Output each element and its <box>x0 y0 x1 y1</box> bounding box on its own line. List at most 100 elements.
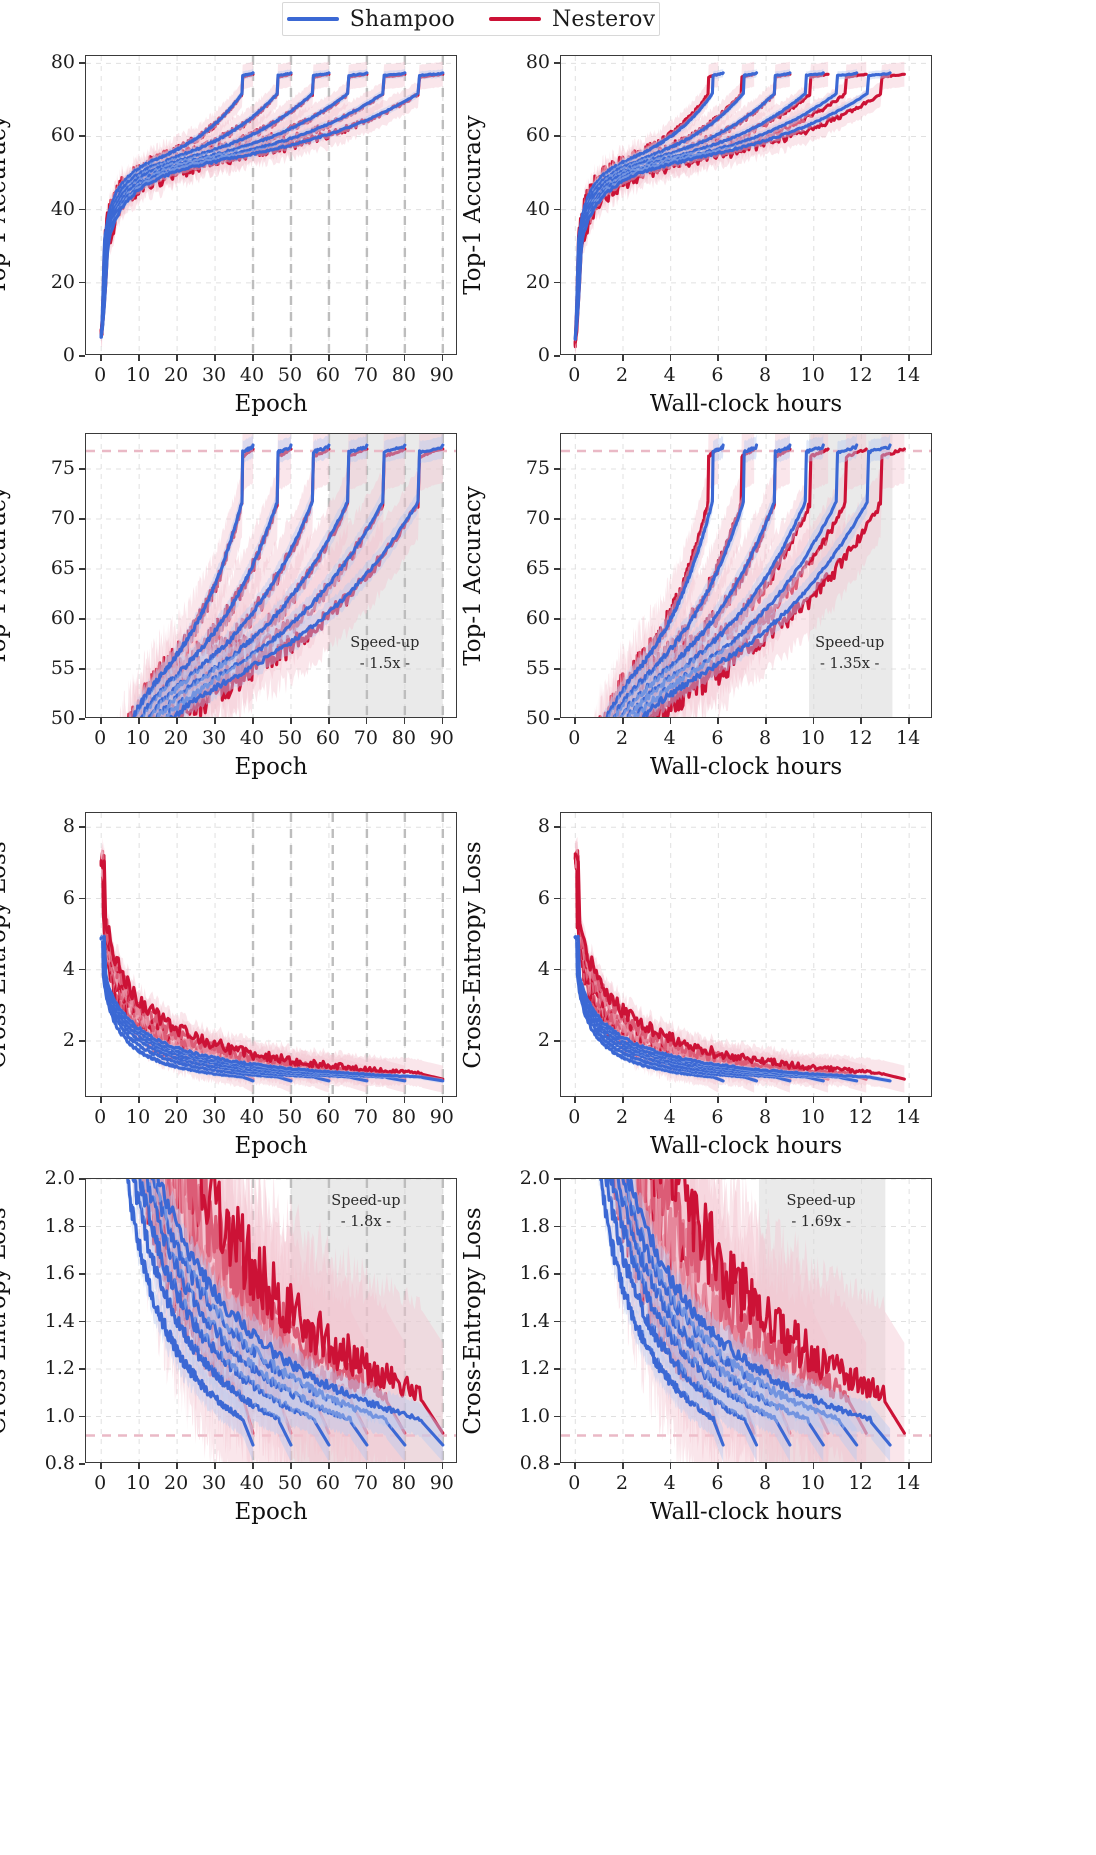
curve-shampoo <box>626 1179 892 1447</box>
xtick-mark <box>860 355 863 361</box>
ytick-mark <box>79 135 85 138</box>
confidence-band <box>154 434 405 717</box>
curve-nesterov <box>99 861 369 1081</box>
xtick-mark <box>908 1097 910 1103</box>
xtick-label: 30 <box>201 364 227 386</box>
confidence-band <box>622 1179 829 1462</box>
xtick-label: 80 <box>391 1472 416 1494</box>
curve-shampoo <box>99 71 255 339</box>
confidence-band <box>575 61 905 354</box>
xtick-mark <box>765 718 767 724</box>
ytick-label: 60 <box>50 607 75 629</box>
xtick-label: 6 <box>711 727 724 749</box>
curve-shampoo <box>573 71 759 341</box>
curve-nesterov <box>617 447 830 717</box>
curve-nesterov <box>99 72 331 335</box>
xtick-label: 2 <box>615 1106 629 1128</box>
xtick-label: 6 <box>711 1106 724 1128</box>
xtick-mark <box>441 718 444 724</box>
confidence-band <box>101 61 329 346</box>
curve-shampoo <box>608 1179 792 1447</box>
xtick-mark <box>812 1097 815 1103</box>
curve-nesterov <box>608 447 756 717</box>
confidence-band <box>615 1179 824 1462</box>
ytick-mark <box>79 1320 85 1323</box>
confidence-band <box>140 1179 291 1462</box>
curve-shampoo <box>573 935 792 1083</box>
xtick-label: 10 <box>800 1106 825 1128</box>
xtick-label: 12 <box>848 1472 873 1494</box>
curve-nesterov <box>127 447 255 717</box>
curve-nesterov <box>636 447 906 717</box>
confidence-band <box>620 1179 857 1462</box>
curve-nesterov <box>573 855 792 1081</box>
confidence-band <box>136 434 291 717</box>
xtick-mark <box>138 355 140 361</box>
curve-nesterov <box>573 852 906 1081</box>
xtick-mark <box>574 355 576 361</box>
legend-label-shampoo: Shampoo <box>349 6 455 32</box>
xtick-label: 8 <box>759 364 772 386</box>
plot-canvas-loss-wallclock-zoom <box>561 1179 931 1462</box>
xaxis-label-acc-epoch: Epoch <box>234 391 308 417</box>
confidence-band <box>166 1179 443 1462</box>
ytick-label: 55 <box>50 657 75 679</box>
xtick-label: 10 <box>126 1472 151 1494</box>
xtick-mark <box>403 718 406 724</box>
confidence-band <box>101 61 443 343</box>
confidence-band <box>101 934 329 1084</box>
xtick-label: 60 <box>315 1472 341 1494</box>
xtick-label: 6 <box>711 364 724 386</box>
ytick-mark <box>79 1040 85 1042</box>
ytick-mark <box>79 62 85 64</box>
confidence-band <box>101 61 367 345</box>
confidence-band <box>101 68 443 341</box>
curve-shampoo <box>604 443 725 717</box>
plot-canvas-acc-epoch-zoom <box>86 434 456 717</box>
confidence-band <box>101 847 329 1093</box>
confidence-band <box>101 68 329 342</box>
confidence-band <box>128 434 254 717</box>
ytick-label: 60 <box>50 124 75 147</box>
confidence-band <box>575 68 857 343</box>
curve-shampoo <box>626 443 825 717</box>
xtick-mark <box>860 1463 863 1469</box>
plot-area-loss-epoch-zoom <box>85 1178 457 1463</box>
confidence-band <box>607 1179 790 1462</box>
xaxis-label-loss-epoch-zoom: Epoch <box>234 1499 308 1525</box>
xtick-label: 80 <box>391 727 416 749</box>
ytick-label: 4 <box>62 957 75 980</box>
xtick-label: 8 <box>759 1472 772 1494</box>
ytick-mark <box>554 668 560 670</box>
ytick-mark <box>554 1225 560 1228</box>
confidence-band <box>140 1179 367 1462</box>
plot-canvas-acc-wallclock <box>561 56 931 354</box>
confidence-band <box>636 1179 905 1462</box>
speedup-value: - 1.35x - <box>819 655 880 672</box>
curve-nesterov <box>598 447 720 717</box>
ytick-mark <box>554 568 560 570</box>
xtick-label: 0 <box>568 727 581 749</box>
speedup-title: Speed-up <box>815 634 885 651</box>
speedup-shade-loss-wallclock-zoom <box>758 1179 886 1462</box>
plot-area-acc-wallclock-zoom <box>560 433 932 718</box>
xtick-label: 30 <box>201 1472 227 1494</box>
curve-nesterov <box>131 447 293 717</box>
ytick-label: 70 <box>525 507 550 529</box>
curve-nesterov <box>167 447 445 717</box>
xaxis-label-loss-epoch: Epoch <box>234 1133 308 1159</box>
xtick-mark <box>812 718 815 724</box>
curve-nesterov <box>610 1179 720 1435</box>
curve-shampoo <box>573 935 825 1083</box>
ytick-mark <box>79 1368 85 1370</box>
ytick-mark <box>554 1273 560 1275</box>
xtick-label: 14 <box>896 727 921 749</box>
xtick-label: 4 <box>663 364 676 386</box>
yaxis-label-acc-epoch: Top-1 Accuracy <box>0 115 11 295</box>
xtick-mark <box>622 718 624 724</box>
confidence-band <box>575 61 719 354</box>
curve-shampoo <box>99 71 293 339</box>
